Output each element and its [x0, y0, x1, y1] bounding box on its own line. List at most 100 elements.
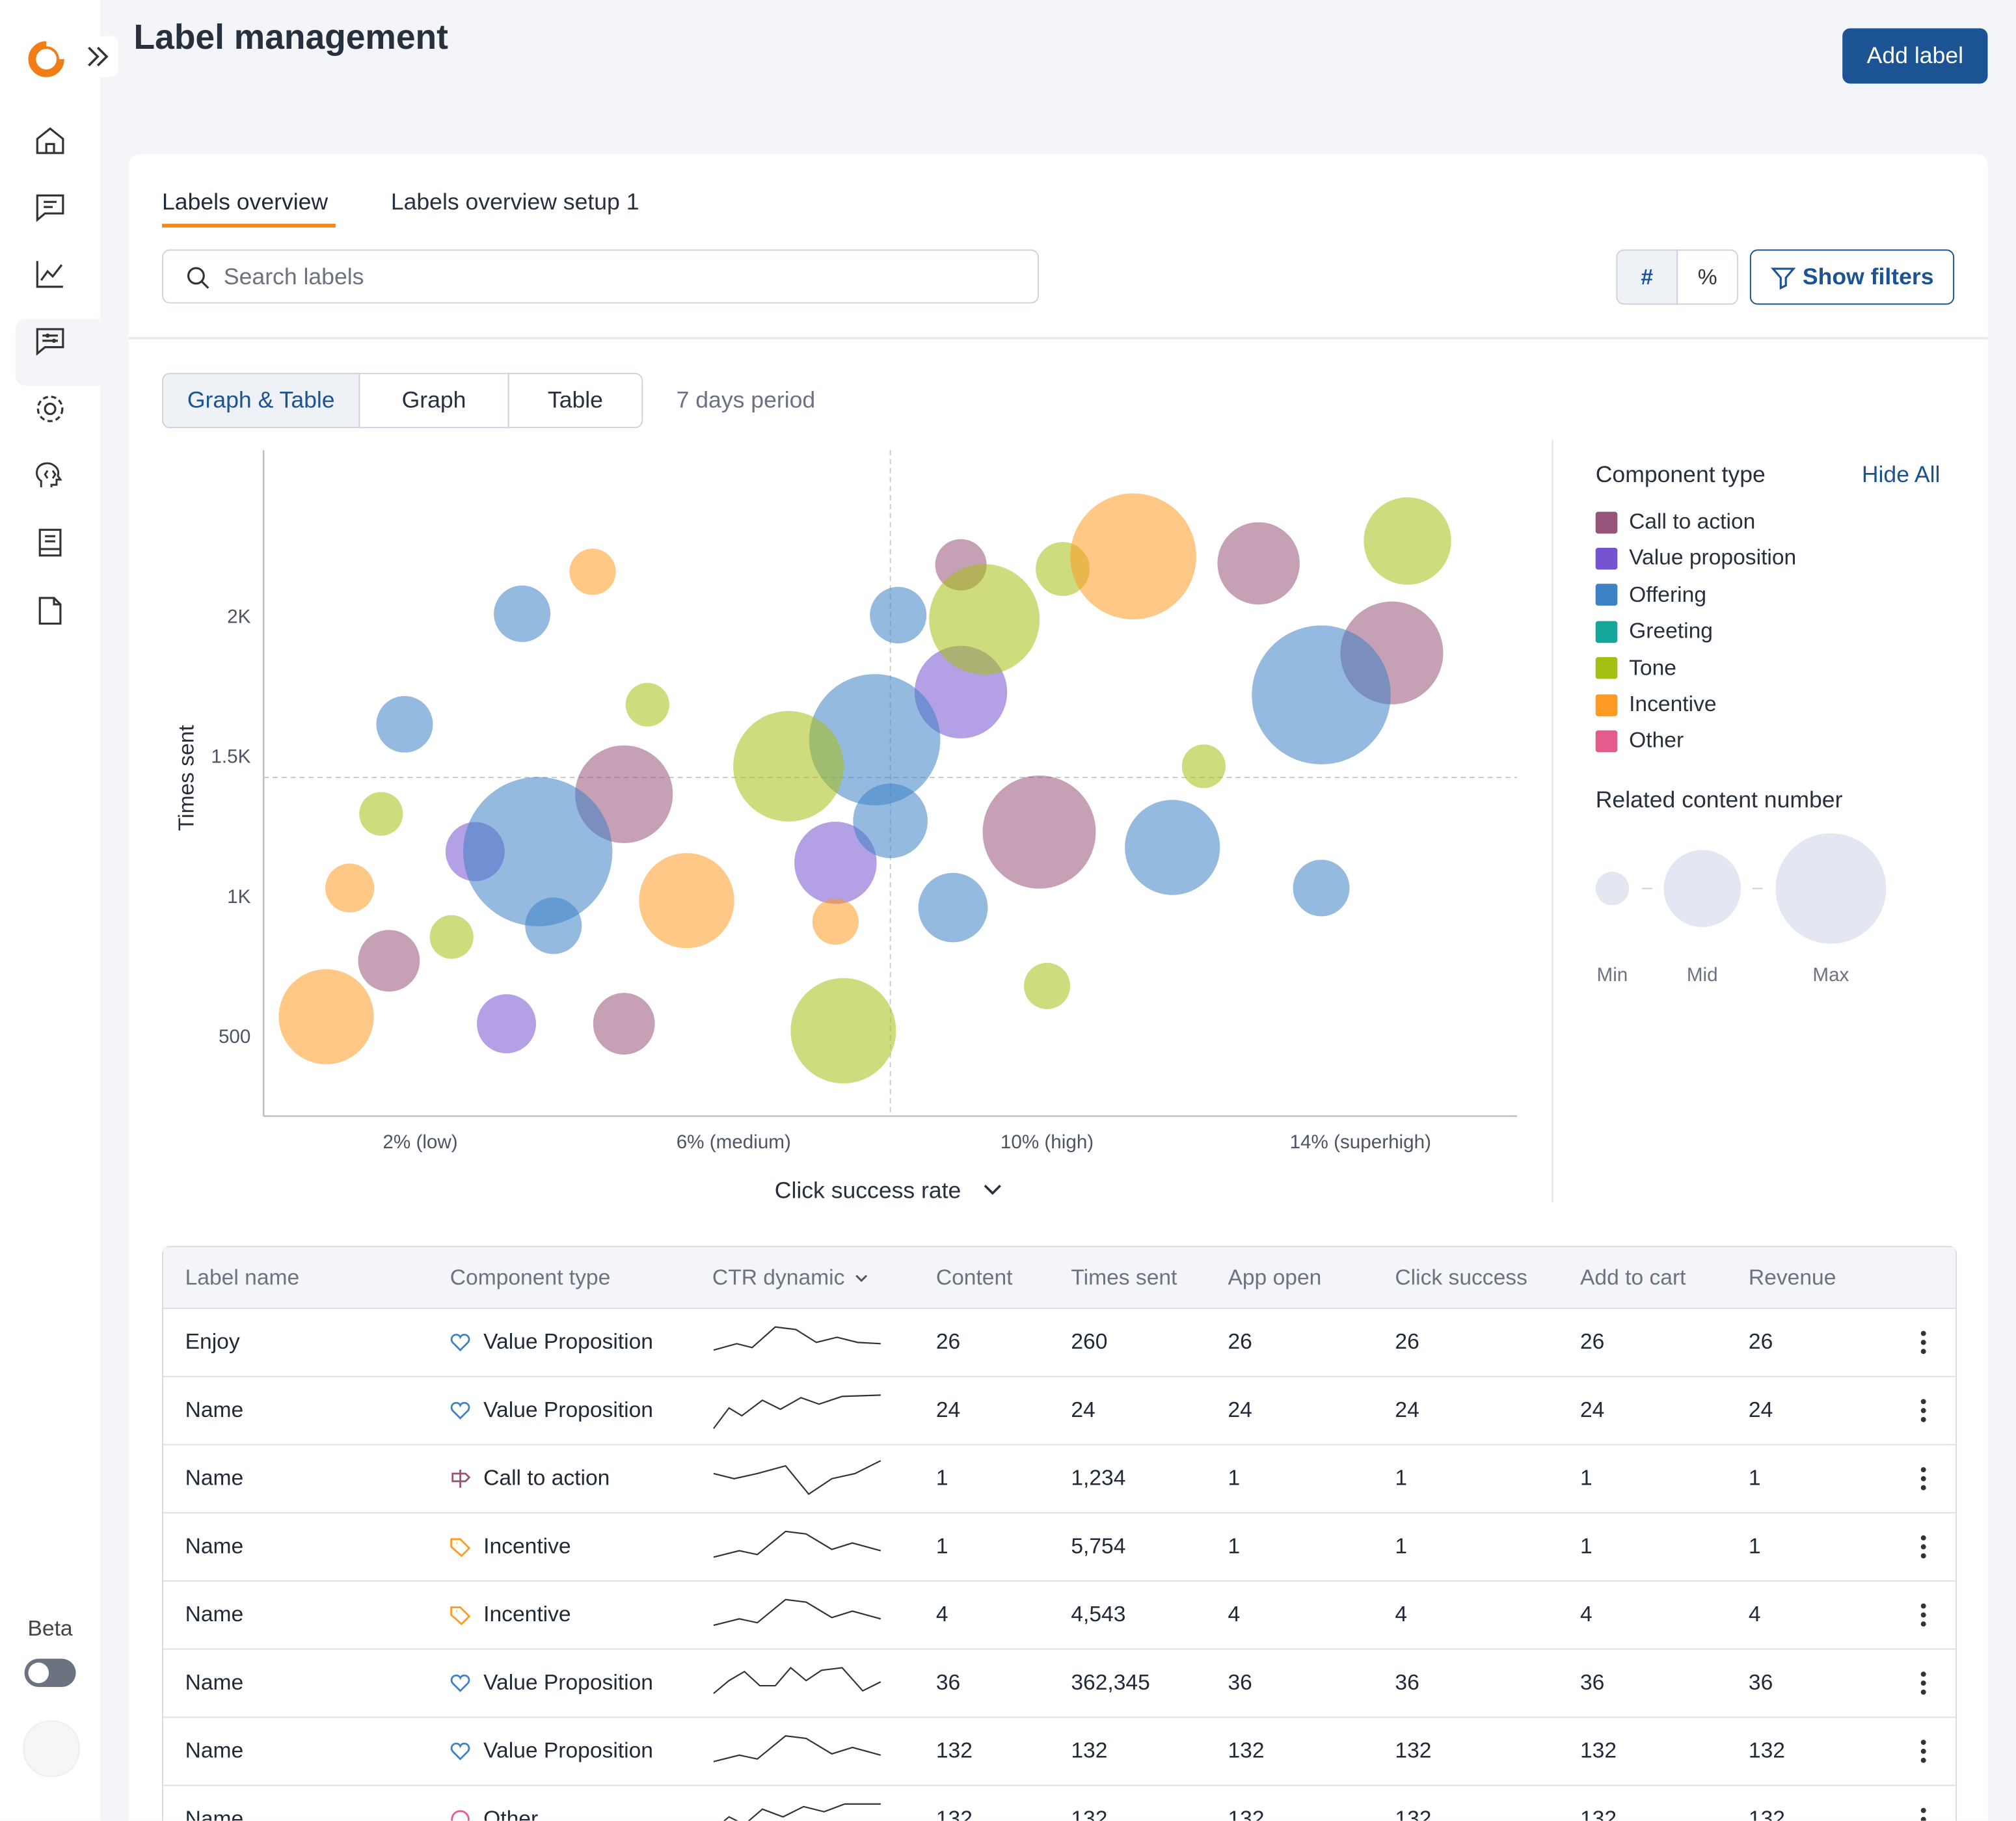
table-cell: 36	[1395, 1650, 1419, 1717]
cell-text: 1	[1395, 1466, 1408, 1491]
tab[interactable]: Labels overview	[162, 189, 329, 215]
x-axis-title[interactable]: Click success rate	[775, 1178, 961, 1204]
cell-text: 26	[1748, 1329, 1773, 1355]
ai-icon[interactable]	[33, 459, 66, 492]
legend-item[interactable]: Offering	[1595, 582, 1706, 608]
avatar[interactable]	[23, 1720, 80, 1777]
y-tick-label: 1.5K	[211, 746, 250, 768]
cell-text: 132	[1228, 1738, 1265, 1763]
legend-label: Tone	[1629, 655, 1676, 680]
table-cell: 132	[1749, 1786, 1785, 1821]
x-tick-label: 6% (medium)	[677, 1131, 791, 1153]
cell-text: Value Proposition	[483, 1397, 654, 1422]
type-icon	[450, 1401, 470, 1420]
row-menu[interactable]	[1920, 1534, 1928, 1560]
size-legend: Min Mid Max	[1595, 833, 1887, 986]
docs-icon[interactable]	[33, 526, 66, 559]
period-label: 7 days period	[676, 386, 816, 413]
home-icon[interactable]	[33, 124, 66, 157]
column-header: Component type	[450, 1264, 611, 1289]
cell-text: 4	[1579, 1602, 1593, 1627]
table-cell: 1,234	[1071, 1445, 1125, 1512]
column-header: Times sent	[1071, 1264, 1177, 1289]
menu-dot	[1920, 1621, 1926, 1627]
cell-text: 4	[935, 1602, 948, 1627]
bubble	[1125, 800, 1220, 895]
search-box[interactable]: Search labels	[162, 249, 1039, 304]
show-filters-button[interactable]: Show filters	[1749, 249, 1955, 305]
logo[interactable]	[26, 41, 72, 77]
chart-divider	[1552, 439, 1553, 1202]
cta-icon	[451, 1470, 471, 1488]
legend-item[interactable]: Value proposition	[1595, 546, 1796, 572]
row-menu[interactable]	[1920, 1397, 1928, 1423]
cell-text: 1	[1748, 1466, 1761, 1491]
legend-item[interactable]: Tone	[1595, 655, 1676, 681]
row-menu[interactable]	[1920, 1330, 1928, 1356]
settings-icon[interactable]	[33, 392, 66, 425]
row-menu[interactable]	[1920, 1738, 1928, 1764]
count-toggle[interactable]: #	[1616, 249, 1678, 305]
bubble	[1252, 625, 1391, 764]
bubble	[429, 915, 474, 959]
menu-dot	[1920, 1399, 1926, 1405]
menu-dot	[1920, 1680, 1926, 1686]
row-menu[interactable]	[1920, 1807, 1928, 1821]
search-placeholder: Search labels	[223, 263, 364, 290]
legend-item[interactable]: Greeting	[1595, 619, 1713, 645]
beta-toggle[interactable]	[24, 1658, 76, 1688]
legend-item[interactable]: Other	[1595, 728, 1684, 754]
table-cell: Name	[185, 1718, 244, 1785]
ctr-sparkline	[713, 1666, 881, 1694]
legend-item[interactable]: Incentive	[1595, 692, 1717, 718]
bubble	[853, 783, 928, 859]
cell-text: Incentive	[483, 1533, 571, 1559]
heart-icon	[450, 1742, 470, 1760]
cell-text: Other	[483, 1806, 539, 1821]
tab[interactable]: Labels overview setup 1	[390, 189, 639, 215]
menu-dot	[1920, 1757, 1926, 1763]
y-tick-label: 2K	[227, 606, 250, 628]
legend-item[interactable]: Call to action	[1595, 509, 1755, 535]
table-cell: 24	[1749, 1377, 1773, 1444]
percent-toggle[interactable]: %	[1676, 249, 1739, 305]
labels-icon[interactable]	[33, 324, 66, 357]
cell-text: 4,543	[1071, 1602, 1126, 1627]
hide-all-button[interactable]: Hide All	[1861, 461, 1941, 488]
page-icon[interactable]	[33, 594, 66, 627]
column-header[interactable]: CTR dynamic	[712, 1247, 870, 1308]
type-icon	[450, 1674, 470, 1692]
cell-text: 4	[1395, 1602, 1408, 1627]
bubble	[325, 863, 375, 913]
table-cell: 36	[1749, 1650, 1773, 1717]
sparkline	[723, 1803, 881, 1821]
view-option[interactable]: Graph & Table	[162, 373, 360, 429]
page-title: Label management	[133, 18, 448, 57]
table-cell: 132	[1228, 1786, 1264, 1821]
row-menu[interactable]	[1920, 1602, 1928, 1628]
size-label: Mid	[1687, 964, 1718, 986]
x-axis-dropdown[interactable]	[984, 1184, 1001, 1195]
row-menu[interactable]	[1920, 1670, 1928, 1696]
analytics-icon[interactable]	[33, 257, 66, 290]
table-cell: Name	[185, 1650, 244, 1717]
row-menu[interactable]	[1920, 1466, 1928, 1492]
table-cell: 132	[1071, 1718, 1107, 1785]
add-label-button[interactable]: Add label	[1842, 28, 1988, 84]
table-cell: 24	[1071, 1377, 1095, 1444]
column-header: Add to cart	[1579, 1264, 1686, 1289]
menu-dot	[1920, 1612, 1926, 1618]
messages-icon[interactable]	[33, 191, 66, 224]
ctr-sparkline	[713, 1326, 881, 1351]
cell-text: Value Proposition	[483, 1329, 654, 1355]
view-option[interactable]: Table	[507, 373, 643, 429]
size-max	[1775, 833, 1887, 944]
view-option[interactable]: Graph	[358, 373, 509, 429]
bubble	[639, 853, 734, 949]
table-cell: 26	[1228, 1309, 1252, 1376]
menu-dot	[1920, 1689, 1926, 1695]
cell-text: Name	[185, 1602, 244, 1627]
table-cell: Name	[185, 1445, 244, 1512]
expand-button[interactable]	[77, 36, 118, 77]
sort-icon	[855, 1274, 868, 1282]
